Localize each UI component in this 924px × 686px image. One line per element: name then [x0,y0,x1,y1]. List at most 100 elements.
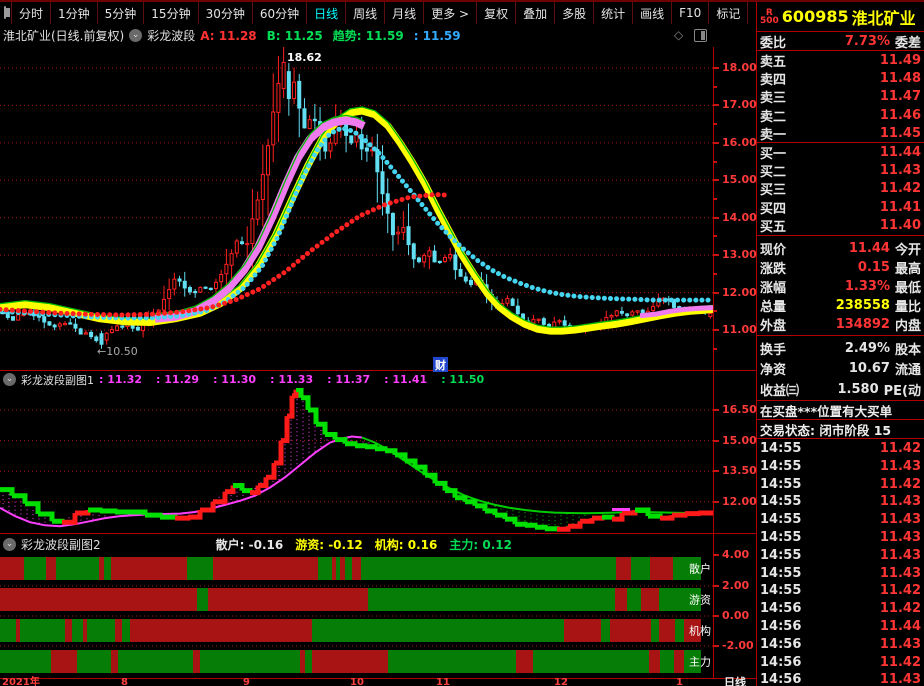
quote-separator [757,400,924,401]
info-row: 涨跌 0.15 最高 [760,259,921,277]
y-axis-tick [713,409,719,411]
tick-trade-row: 14:55 11.43 [760,494,921,510]
stock-name-row: R 500 600985 淮北矿业 [757,2,924,31]
menu-item-F10[interactable]: F10 [672,2,710,24]
menu-item-1分钟[interactable]: 1分钟 [51,2,98,24]
sub2-indicator-name[interactable]: 彩龙波段副图2 [21,538,101,552]
sub1-values: : 11.32: 11.29: 11.30: 11.33: 11.37: 11.… [99,373,498,386]
buy-level-row: 买一 11.44 [760,144,921,162]
y-axis-tick [713,198,717,200]
indicator-value: 趋势: 11.59 [332,29,404,43]
split-panel-icon[interactable] [694,29,707,42]
y-axis-label: 15.00 [722,173,757,187]
y-axis-label: 2.00 [722,579,750,592]
indicator-value: : 11.33 [270,373,314,386]
y-axis-label: 12.00 [722,494,757,508]
y-axis-tick [713,272,717,275]
info-row: 外盘 134892 内盘 [760,316,921,334]
sub1-indicator-name[interactable]: 彩龙波段副图1 [21,373,94,387]
sub1-indicator-chart[interactable] [0,388,713,533]
x-axis-label: 12 [554,677,568,686]
svg-text:18.62: 18.62 [287,51,322,64]
y-axis-tick [713,439,719,442]
tick-trade-row: 14:55 11.42 [760,476,921,492]
quote-separator [757,335,924,336]
chart-title: 淮北矿业(日线.前复权) [3,29,125,43]
svg-text:←10.50: ←10.50 [97,345,138,358]
y-axis-tick [713,104,719,107]
menu-item-画线[interactable]: 画线 [633,2,673,24]
indicator-value: : 11.41 [384,373,428,386]
tick-trade-row: 14:56 11.43 [760,636,921,652]
indicator-value: : 11.59 [413,29,461,43]
tick-trade-row: 14:56 11.42 [760,654,921,670]
menu-item-叠加[interactable]: 叠加 [516,2,556,24]
info-row: 涨幅 1.33% 最低 [760,278,921,296]
x-axis-line [0,678,756,679]
y-axis-label: 11.00 [722,323,757,336]
strip-label: 散户 [689,562,711,576]
info-row: 现价 11.44 今开 [760,240,921,258]
indicator-name[interactable]: 彩龙波段 [147,29,196,43]
panel-separator [0,370,756,371]
sell-level-row: 卖四 11.48 [760,70,921,88]
y-axis-tick [713,310,717,313]
y-axis-tick [713,141,719,144]
chevron-down-icon[interactable]: ⌄ [3,538,16,551]
layout-icon[interactable] [4,6,10,19]
indicator-value: : 11.50 [441,373,485,386]
y-axis-tick [713,347,717,350]
quote-separator [757,235,924,236]
y-axis-tick [713,216,719,219]
menu-item-月线[interactable]: 月线 [385,2,425,24]
y-axis-tick [713,470,719,473]
menu-item-30分钟[interactable]: 30分钟 [199,2,253,24]
tick-trade-row: 14:55 11.43 [760,530,921,545]
menu-item-日线[interactable]: 日线 [307,2,347,24]
financial-report-icon[interactable]: 财 [433,357,448,372]
main-candlestick-chart[interactable]: 18.62 ←10.50 [0,47,713,370]
menu-item-复权[interactable]: 复权 [477,2,517,24]
y-axis-label: 13.00 [722,248,757,262]
menu-item-60分钟[interactable]: 60分钟 [253,2,308,24]
tick-trade-row: 14:56 11.43 [760,672,921,686]
tick-trade-row: 14:55 11.43 [760,565,921,581]
y-axis-tick [713,160,717,163]
buy-level-row: 买四 11.41 [760,199,921,217]
quote-separator [757,31,924,32]
menu-item-标记[interactable]: 标记 [709,2,749,24]
tick-trade-row: 14:55 11.42 [760,583,921,599]
menu-item-分时[interactable]: 分时 [12,2,52,24]
menu-item-5分钟[interactable]: 5分钟 [98,2,145,24]
indicator-value: 散户: -0.16 [215,538,284,552]
quote-separator [757,438,924,439]
chart-title-row: 淮北矿业(日线.前复权) ⌄ 彩龙波段 A: 11.28 B: 11.25 趋势: … [0,24,756,47]
stock-name: 淮北矿业 [851,8,916,28]
y-axis-tick [713,554,719,556]
sub2-header: ⌄ 彩龙波段副图2 散户: -0.16 游资: -0.12 机构: 0.16 主力: … [0,534,756,555]
chevron-down-icon[interactable]: ⌄ [129,29,143,42]
chevron-down-icon[interactable]: ⌄ [3,373,16,386]
menu-item-15分钟[interactable]: 15分钟 [144,2,199,24]
y-axis-tick [713,179,719,182]
period-label: 日线 [724,676,746,686]
fundamental-row: 净资 10.67 流通 [760,361,921,378]
tick-trade-row: 14:55 11.43 [760,547,921,563]
menu-item-更多 >[interactable]: 更多 > [424,2,478,24]
diamond-icon[interactable]: ◇ [674,28,684,42]
menu-item-统计[interactable]: 统计 [594,2,634,24]
indicator-value: 主力: 0.12 [449,538,512,552]
panel-separator [0,533,756,534]
y-axis-line [713,47,714,678]
y-axis-tick [713,291,719,294]
menu-item-多股[interactable]: 多股 [555,2,595,24]
y-axis-tick [713,123,717,126]
y-axis-tick [713,585,719,587]
tick-trade-row: 14:56 11.42 [760,601,921,617]
sell-level-row: 卖一 11.45 [760,126,921,144]
sell-level-row: 卖五 11.49 [760,52,921,70]
x-axis-label: 9 [243,677,250,686]
y-axis-tick [713,645,719,647]
menu-item-周线[interactable]: 周线 [346,2,386,24]
